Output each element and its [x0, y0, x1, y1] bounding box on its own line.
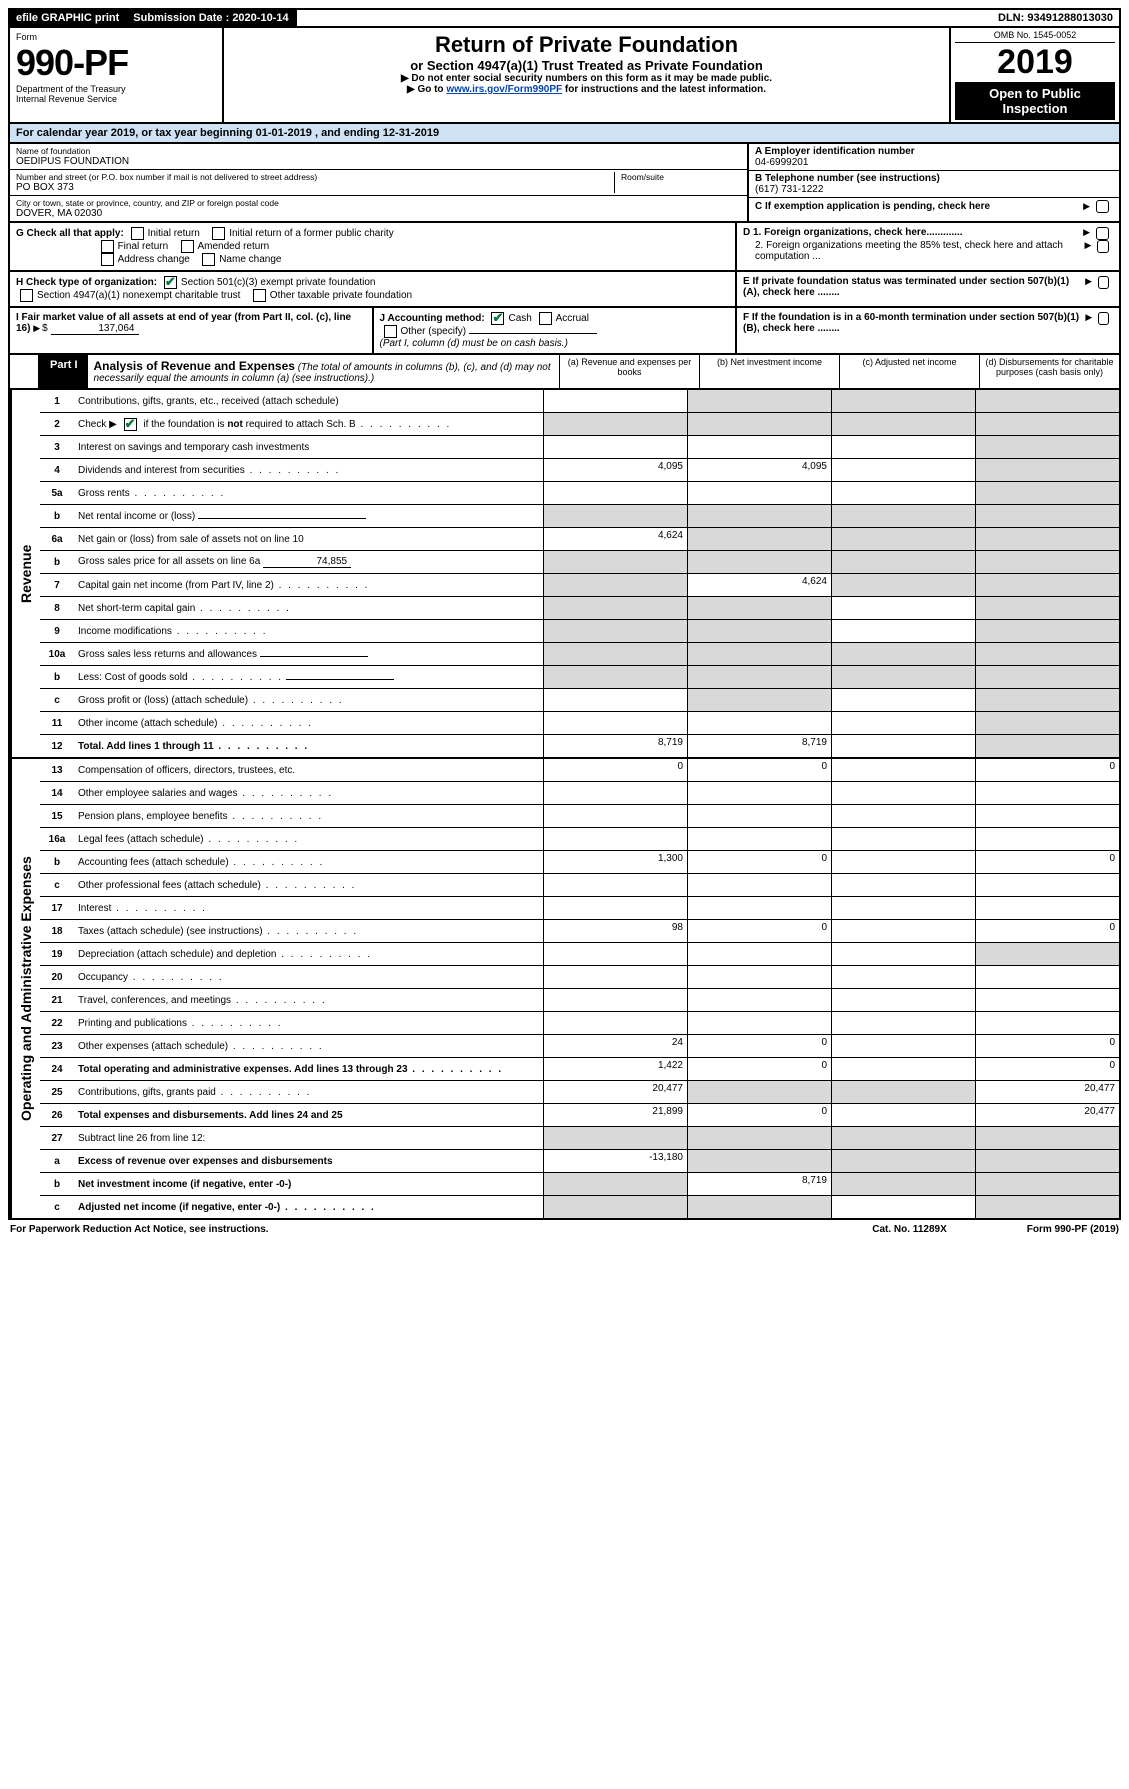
- addr-label: Number and street (or P.O. box number if…: [16, 172, 614, 182]
- room-label: Room/suite: [621, 172, 741, 182]
- open-public: Open to Public Inspection: [955, 82, 1115, 120]
- name-label: Name of foundation: [16, 146, 741, 156]
- part1-tab: Part I: [40, 355, 88, 388]
- g-row: G Check all that apply: Initial return I…: [8, 223, 1121, 272]
- submission-date: Submission Date : 2020-10-14: [127, 10, 296, 26]
- g-final-return[interactable]: [101, 240, 114, 253]
- e-label: E If private foundation status was termi…: [743, 276, 1085, 302]
- f-label: F If the foundation is in a 60-month ter…: [743, 312, 1085, 349]
- j-note: (Part I, column (d) must be on cash basi…: [380, 338, 568, 349]
- c-label: C If exemption application is pending, c…: [755, 201, 990, 212]
- j-label: J Accounting method:: [380, 313, 485, 324]
- revenue-table: Revenue 1Contributions, gifts, grants, e…: [8, 390, 1121, 759]
- foundation-name: OEDIPUS FOUNDATION: [16, 156, 741, 167]
- h-row: H Check type of organization: Section 50…: [8, 272, 1121, 308]
- expenses-table: Operating and Administrative Expenses 13…: [8, 759, 1121, 1220]
- i-value: 137,064: [51, 323, 139, 335]
- col-d-head: (d) Disbursements for charitable purpose…: [979, 355, 1119, 388]
- h-other-taxable[interactable]: [253, 289, 266, 302]
- form-subtitle: or Section 4947(a)(1) Trust Treated as P…: [230, 58, 943, 73]
- city-label: City or town, state or province, country…: [16, 198, 741, 208]
- instr-2: ▶ Go to www.irs.gov/Form990PF for instru…: [230, 84, 943, 95]
- c-checkbox[interactable]: [1096, 200, 1109, 213]
- footer-right: Form 990-PF (2019): [1027, 1224, 1119, 1235]
- irs: Internal Revenue Service: [16, 94, 216, 104]
- h-501c3[interactable]: [164, 276, 177, 289]
- street-address: PO BOX 373: [16, 182, 614, 193]
- footer-left: For Paperwork Reduction Act Notice, see …: [10, 1224, 269, 1235]
- f-checkbox[interactable]: [1098, 312, 1109, 325]
- g-name-change[interactable]: [202, 253, 215, 266]
- g-initial-former[interactable]: [212, 227, 225, 240]
- g-initial-return[interactable]: [131, 227, 144, 240]
- h-label: H Check type of organization:: [16, 277, 157, 288]
- top-bar: efile GRAPHIC print Submission Date : 20…: [8, 8, 1121, 28]
- form-word: Form: [16, 32, 216, 42]
- g-address-change[interactable]: [101, 253, 114, 266]
- ein-value: 04-6999201: [755, 157, 1113, 168]
- g-label: G Check all that apply:: [16, 228, 124, 239]
- omb: OMB No. 1545-0052: [955, 30, 1115, 43]
- footer-mid: Cat. No. 11289X: [872, 1224, 946, 1235]
- d2-checkbox[interactable]: [1097, 240, 1109, 253]
- e-checkbox[interactable]: [1098, 276, 1109, 289]
- calendar-year-row: For calendar year 2019, or tax year begi…: [8, 124, 1121, 144]
- form-title: Return of Private Foundation: [230, 32, 943, 58]
- dept: Department of the Treasury: [16, 84, 216, 94]
- part1-title: Analysis of Revenue and Expenses: [94, 359, 295, 373]
- j-other[interactable]: [384, 325, 397, 338]
- efile-label: efile GRAPHIC print: [10, 10, 127, 26]
- col-b-head: (b) Net investment income: [699, 355, 839, 388]
- city-value: DOVER, MA 02030: [16, 208, 741, 219]
- tel-label: B Telephone number (see instructions): [755, 173, 1113, 184]
- col-c-head: (c) Adjusted net income: [839, 355, 979, 388]
- j-accrual[interactable]: [539, 312, 552, 325]
- col-a-head: (a) Revenue and expenses per books: [559, 355, 699, 388]
- tax-year: 2019: [955, 43, 1115, 82]
- part1-header: Part I Analysis of Revenue and Expenses …: [8, 355, 1121, 390]
- form-header: Form 990-PF Department of the Treasury I…: [8, 28, 1121, 124]
- d1-checkbox[interactable]: [1096, 227, 1109, 240]
- instructions-link[interactable]: www.irs.gov/Form990PF: [446, 84, 562, 95]
- ein-label: A Employer identification number: [755, 146, 1113, 157]
- tel-value: (617) 731-1222: [755, 184, 1113, 195]
- revenue-side-label: Revenue: [10, 390, 40, 757]
- j-cash[interactable]: [491, 312, 504, 325]
- instr-1: ▶ Do not enter social security numbers o…: [230, 73, 943, 84]
- ijf-row: I Fair market value of all assets at end…: [8, 308, 1121, 355]
- page-footer: For Paperwork Reduction Act Notice, see …: [8, 1220, 1121, 1239]
- form-number: 990-PF: [16, 42, 216, 84]
- h-4947[interactable]: [20, 289, 33, 302]
- dln: DLN: 93491288013030: [992, 10, 1119, 26]
- expenses-side-label: Operating and Administrative Expenses: [10, 759, 40, 1218]
- d1-label: D 1. Foreign organizations, check here..…: [743, 227, 963, 240]
- d2-label: 2. Foreign organizations meeting the 85%…: [743, 240, 1084, 262]
- entity-block: Name of foundation OEDIPUS FOUNDATION Nu…: [8, 144, 1121, 223]
- sch-b-checkbox[interactable]: [124, 418, 137, 431]
- g-amended[interactable]: [181, 240, 194, 253]
